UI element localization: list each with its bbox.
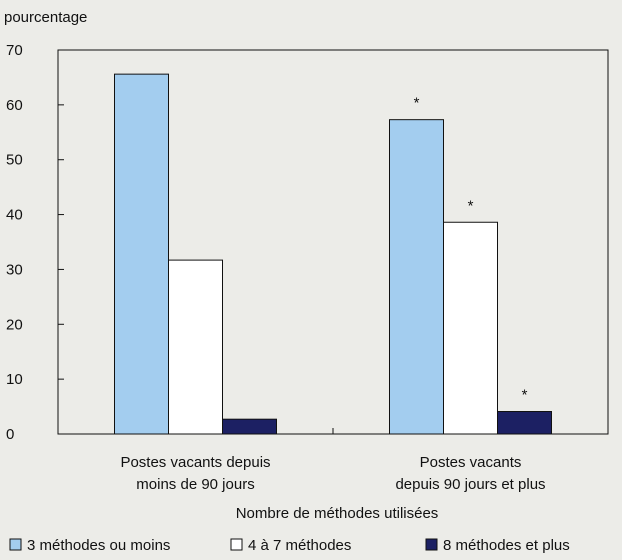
x-category-label: moins de 90 jours (136, 476, 254, 493)
y-tick-label: 70 (6, 42, 23, 59)
y-tick-label: 40 (6, 207, 23, 224)
significance-marker: * (522, 387, 528, 404)
x-category-label: Postes vacants (420, 454, 522, 471)
bar (114, 73, 169, 435)
bar (168, 259, 223, 435)
legend-label: 3 méthodes ou moins (27, 537, 170, 554)
y-tick-label: 20 (6, 316, 23, 333)
legend-swatch (425, 538, 438, 551)
y-axis-label: pourcentage (4, 9, 87, 26)
legend-label: 4 à 7 méthodes (248, 537, 351, 554)
bar (222, 418, 277, 435)
plot-area: 0 10 20 30 40 50 60 70 Postes vacants depuis moin… (6, 42, 609, 493)
y-tick-label: 0 (6, 426, 14, 443)
bar (497, 411, 552, 435)
x-category-label: Postes vacants depuis (120, 454, 270, 471)
y-tick-label: 60 (6, 97, 23, 114)
bar (389, 119, 444, 435)
bar (443, 221, 498, 435)
significance-marker: * (414, 95, 420, 112)
x-axis-label: Nombre de méthodes utilisées (236, 505, 439, 522)
y-tick-label: 30 (6, 261, 23, 278)
significance-marker: * (468, 197, 474, 214)
legend: 3 méthodes ou moins 4 à 7 méthodes 8 métho… (9, 537, 570, 554)
legend-label: 8 méthodes et plus (443, 537, 570, 554)
y-tick-label: 50 (6, 152, 23, 169)
legend-swatch (230, 538, 243, 551)
x-category-label: depuis 90 jours et plus (395, 476, 545, 493)
legend-swatch (9, 538, 22, 551)
y-tick-label: 10 (6, 371, 23, 388)
